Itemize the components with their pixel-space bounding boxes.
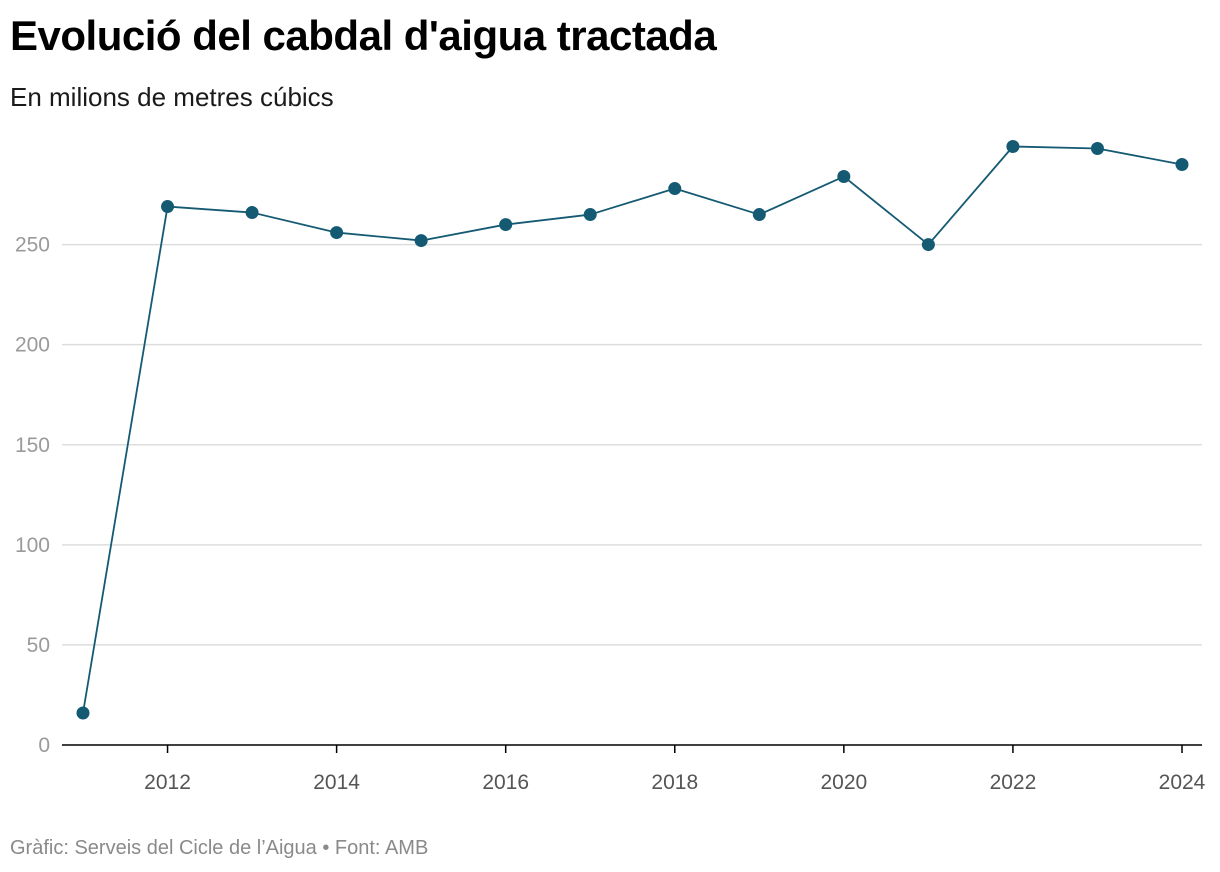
y-tick-label: 150 [15,434,50,457]
source-credit: Gràfic: Serveis del Cicle de l’Aigua • F… [10,837,429,859]
data-point-2013[interactable] [245,206,259,220]
data-point-2012[interactable] [161,200,175,214]
x-tick-label: 2014 [313,771,360,794]
x-tick-label: 2018 [651,771,698,794]
data-point-2011[interactable] [76,706,90,720]
data-point-2022[interactable] [1006,140,1020,154]
y-tick-label: 200 [15,334,50,357]
y-tick-label: 50 [27,634,50,657]
y-tick-label: 0 [38,734,50,757]
data-point-2018[interactable] [668,182,682,196]
x-tick-label: 2022 [990,771,1037,794]
series [76,140,1189,720]
data-point-2023[interactable] [1090,142,1104,156]
chart-title: Evolució del cabdal d'aigua tractada [10,12,717,59]
chart-subtitle: En milions de metres cúbics [10,82,334,112]
data-point-2016[interactable] [499,218,513,232]
data-point-2015[interactable] [414,234,428,248]
y-tick-label: 100 [15,534,50,557]
data-point-2014[interactable] [330,226,344,240]
data-point-2024[interactable] [1175,158,1189,172]
y-tick-label: 250 [15,234,50,257]
data-point-2021[interactable] [921,238,935,252]
x-tick-label: 2024 [1159,771,1206,794]
x-tick-label: 2016 [482,771,529,794]
x-tick-label: 2012 [144,771,191,794]
series-line [82,145,1183,714]
data-point-2017[interactable] [583,208,597,222]
x-axis [62,744,1202,753]
x-tick-label: 2020 [820,771,867,794]
gridlines [62,243,1202,646]
x-axis-tick-labels: 2012 2014 2016 2018 2020 2022 2024 [144,771,1205,794]
data-point-2019[interactable] [752,208,766,222]
data-point-2020[interactable] [837,170,851,184]
y-axis-tick-labels: 0 50 100 150 200 250 [15,234,50,757]
